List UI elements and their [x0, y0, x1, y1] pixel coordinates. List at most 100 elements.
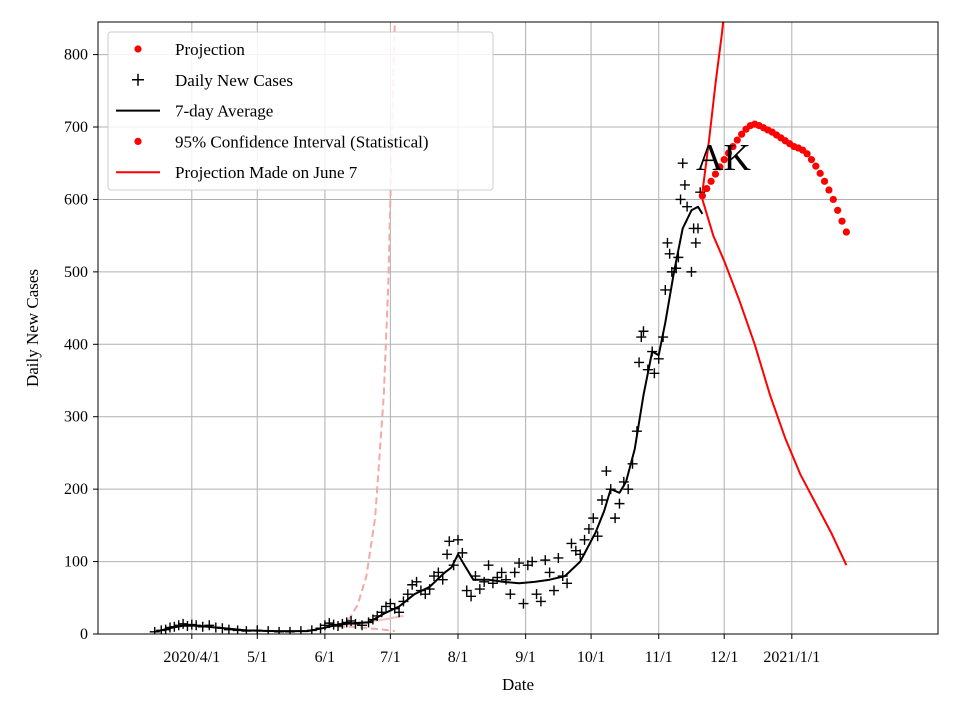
daily-new-cases-point	[527, 556, 538, 567]
y-tick-label: 700	[64, 119, 88, 136]
y-tick-label: 200	[64, 481, 88, 498]
daily-new-cases-point	[444, 536, 455, 547]
legend-dot-marker	[134, 137, 142, 145]
daily-new-cases-point	[433, 567, 444, 578]
series-projection-made-on-june-7	[337, 25, 396, 627]
daily-new-cases-point	[583, 523, 594, 534]
daily-new-cases-point	[566, 538, 577, 549]
legend-item-95-confidence-interval-statistical: 95% Confidence Interval (Statistical)	[134, 132, 429, 151]
projection-point	[807, 156, 816, 164]
series-layer	[149, 22, 850, 634]
daily-new-cases-point	[660, 284, 671, 295]
legend-label: Projection Made on June 7	[175, 163, 358, 182]
daily-new-cases-point	[675, 194, 686, 205]
daily-new-cases-point	[623, 484, 634, 495]
projection-point	[724, 149, 733, 157]
daily-new-cases-point	[579, 534, 590, 545]
daily-new-cases-point	[402, 589, 413, 600]
daily-new-cases-point	[614, 498, 625, 509]
daily-new-cases-point	[518, 598, 529, 609]
projection-point	[820, 177, 829, 185]
daily-new-cases-point	[636, 332, 647, 343]
daily-new-cases-point	[479, 576, 490, 587]
legend-item-daily-new-cases: Daily New Cases	[132, 71, 293, 90]
projection-point	[812, 162, 820, 170]
projection-point	[707, 177, 715, 185]
x-tick-label: 11/1	[645, 649, 673, 666]
projection-made-on-june-7-line	[337, 25, 396, 627]
projection-made-on-june-7-line	[338, 625, 395, 633]
daily-new-cases-point	[461, 585, 472, 596]
x-tick-label: 9/1	[515, 649, 535, 666]
y-tick-label: 800	[64, 47, 88, 64]
series-95-confidence-interval-statistical	[701, 22, 725, 193]
y-tick-label: 400	[64, 336, 88, 353]
daily-new-cases-point	[496, 567, 507, 578]
projection-point	[842, 228, 850, 236]
daily-new-cases-point	[679, 179, 690, 190]
daily-new-cases-point	[457, 547, 468, 558]
daily-new-cases-point	[394, 607, 405, 618]
legend-plus-marker	[132, 73, 144, 86]
y-axis-label: Daily New Cases	[23, 269, 42, 387]
daily-new-cases-point	[601, 466, 612, 477]
daily-new-cases-point	[662, 237, 673, 248]
x-tick-label: 10/1	[577, 649, 605, 666]
projection-point	[834, 206, 842, 214]
7-day-average-line	[154, 205, 704, 633]
legend-label: 95% Confidence Interval (Statistical)	[175, 132, 429, 151]
series-7-day-average	[154, 205, 704, 633]
daily-new-cases-point	[466, 591, 477, 602]
daily-new-cases-point	[204, 620, 215, 631]
daily-new-cases-point	[686, 266, 697, 277]
legend: Projection Daily New Cases 7-day Average 95…	[107, 31, 494, 191]
y-tick-label: 300	[64, 409, 88, 426]
x-tick-label: 5/1	[247, 649, 267, 666]
daily-new-cases-point	[411, 576, 422, 587]
daily-new-cases-point	[535, 596, 546, 607]
y-tick-label: 0	[80, 626, 88, 643]
daily-new-cases-point	[420, 589, 431, 600]
y-tick-label: 600	[64, 191, 88, 208]
daily-new-cases-point	[597, 495, 607, 506]
daily-new-cases-point	[442, 549, 453, 560]
series-projection	[698, 120, 850, 236]
x-tick-label: 2020/4/1	[163, 649, 220, 666]
legend-box	[107, 31, 494, 191]
daily-new-cases-point	[562, 578, 573, 589]
projection-point	[733, 136, 741, 144]
daily-new-cases-point	[453, 534, 463, 545]
daily-new-cases-point	[474, 584, 485, 595]
projection-point	[703, 184, 711, 193]
daily-new-cases-point	[664, 248, 675, 259]
daily-new-cases-point	[549, 585, 559, 596]
daily-new-cases-point	[588, 513, 599, 524]
projection-point	[716, 163, 724, 171]
legend-label: 7-day Average	[175, 102, 273, 121]
daily-new-cases-point	[437, 574, 448, 585]
daily-new-cases-point	[638, 326, 649, 337]
daily-new-cases-point	[544, 567, 555, 578]
plot-frame	[97, 21, 939, 635]
projection-point	[729, 142, 737, 151]
projection-point	[698, 192, 706, 200]
x-tick-label: 2021/1/1	[763, 649, 820, 666]
daily-new-cases-point	[178, 618, 189, 629]
x-tick-label: 8/1	[448, 649, 468, 666]
x-tick-label: 7/1	[380, 649, 400, 666]
projection-point	[738, 130, 746, 138]
projection-point	[829, 195, 837, 204]
95-confidence-interval-statistical-line	[701, 199, 848, 566]
legend-label: Projection	[175, 40, 245, 59]
daily-new-cases-point	[509, 567, 520, 578]
legend-item-projection-made-on-june-7: Projection Made on June 7	[116, 163, 358, 182]
projection-point	[838, 217, 846, 225]
projection-point	[803, 150, 811, 158]
legend-dot-marker	[134, 45, 142, 53]
projection-point	[711, 170, 720, 178]
95-confidence-interval-statistical-line	[701, 22, 725, 193]
daily-new-cases-point	[553, 552, 564, 563]
daily-new-cases-point	[483, 560, 494, 571]
x-axis: 2020/4/1 5/1 6/1 7/1 8/1 9/1 10/1 11/1 12/1 2021/…	[163, 634, 820, 666]
